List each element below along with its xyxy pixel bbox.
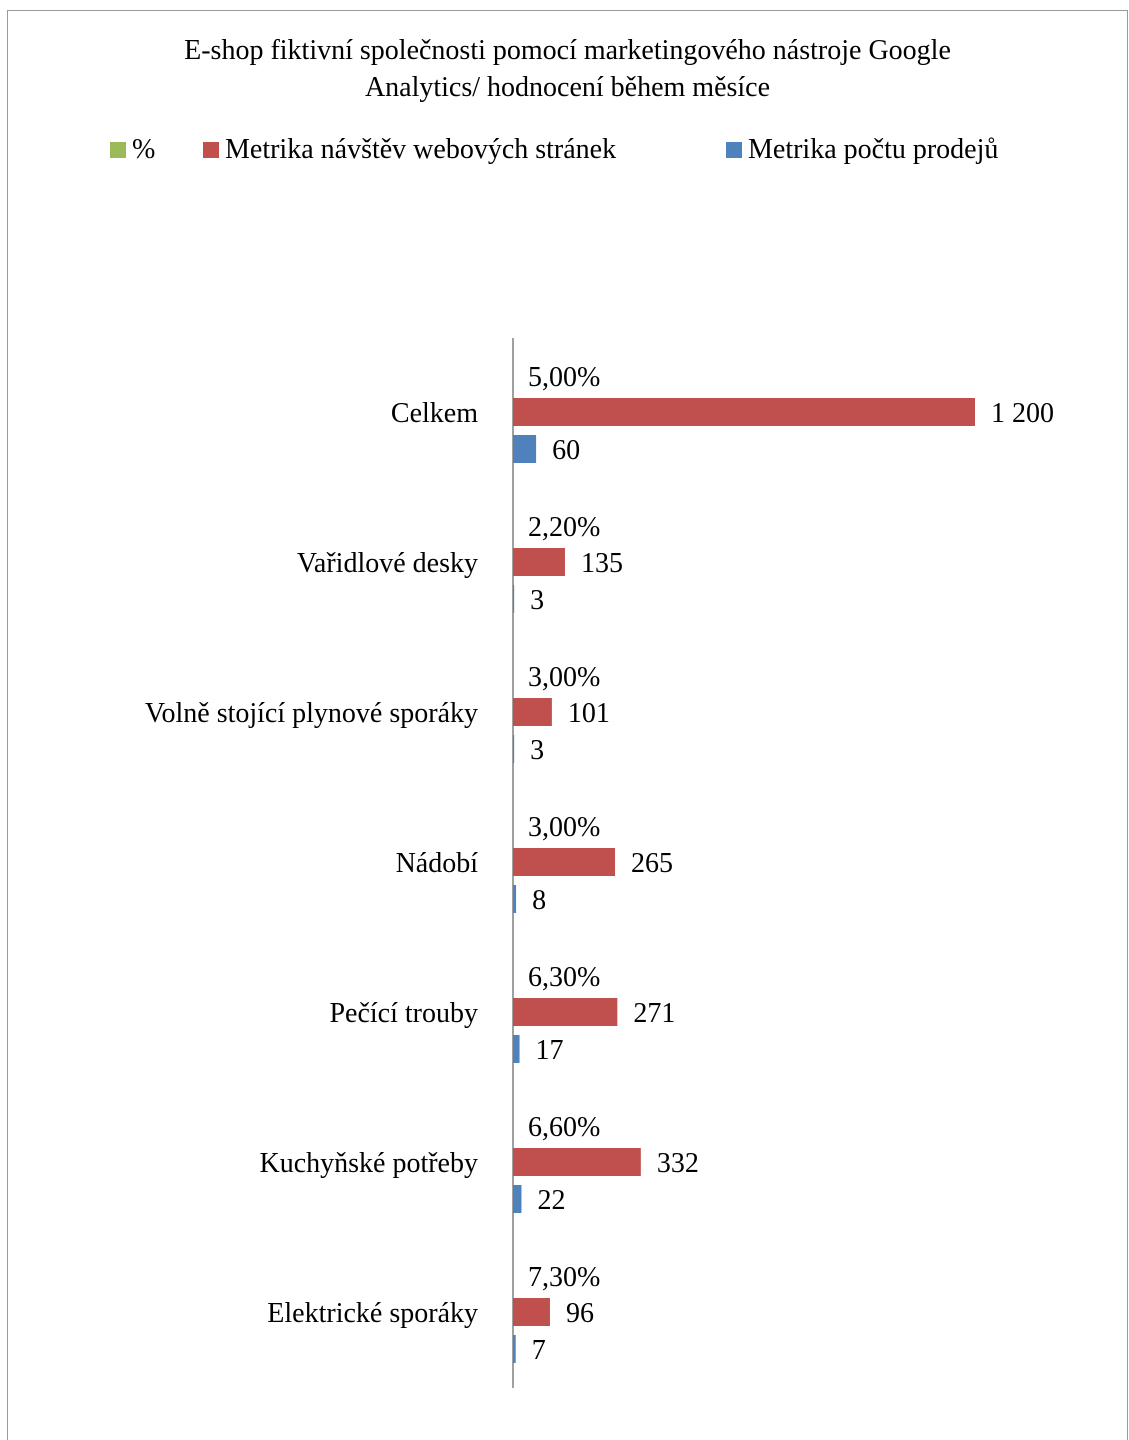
bar-visits (513, 698, 552, 726)
bar-sales (513, 585, 514, 613)
data-label-percent: 6,30% (528, 962, 600, 993)
bar-visits (513, 1148, 641, 1176)
data-label-sales: 22 (537, 1185, 565, 1216)
bar-sales (513, 885, 516, 913)
category-label: Elektrické sporáky (267, 1298, 478, 1329)
data-label-sales: 7 (532, 1335, 546, 1366)
data-label-percent: 3,00% (528, 662, 600, 693)
category-label: Vařidlové desky (297, 548, 478, 579)
bar-visits (513, 1298, 550, 1326)
data-label-percent: 5,00% (528, 362, 600, 393)
bar-visits (513, 398, 975, 426)
bar-sales (513, 1185, 521, 1213)
data-label-sales: 3 (530, 585, 544, 616)
data-label-sales: 60 (552, 435, 580, 466)
data-label-sales: 8 (532, 885, 546, 916)
data-label-sales: 17 (536, 1035, 564, 1066)
data-label-sales: 3 (530, 735, 544, 766)
data-label-visits: 1 200 (991, 398, 1054, 429)
data-label-percent: 3,00% (528, 812, 600, 843)
data-label-percent: 6,60% (528, 1112, 600, 1143)
bar-sales (513, 1335, 516, 1363)
bar-visits (513, 998, 617, 1026)
data-label-percent: 7,30% (528, 1262, 600, 1293)
category-label: Kuchyňské potřeby (259, 1148, 478, 1179)
data-label-visits: 135 (581, 548, 623, 579)
bar-sales (513, 435, 536, 463)
data-label-visits: 271 (633, 998, 675, 1029)
data-label-visits: 265 (631, 848, 673, 879)
bar-visits (513, 548, 565, 576)
category-label: Volně stojící plynové sporáky (145, 698, 478, 729)
data-label-visits: 96 (566, 1298, 594, 1329)
bar-sales (513, 1035, 520, 1063)
bar-sales (513, 735, 514, 763)
data-label-visits: 332 (657, 1148, 699, 1179)
category-label: Pečící trouby (329, 998, 478, 1029)
data-label-visits: 101 (568, 698, 610, 729)
category-label: Nádobí (396, 848, 479, 879)
category-label: Celkem (391, 398, 478, 429)
bar-visits (513, 848, 615, 876)
data-label-percent: 2,20% (528, 512, 600, 543)
